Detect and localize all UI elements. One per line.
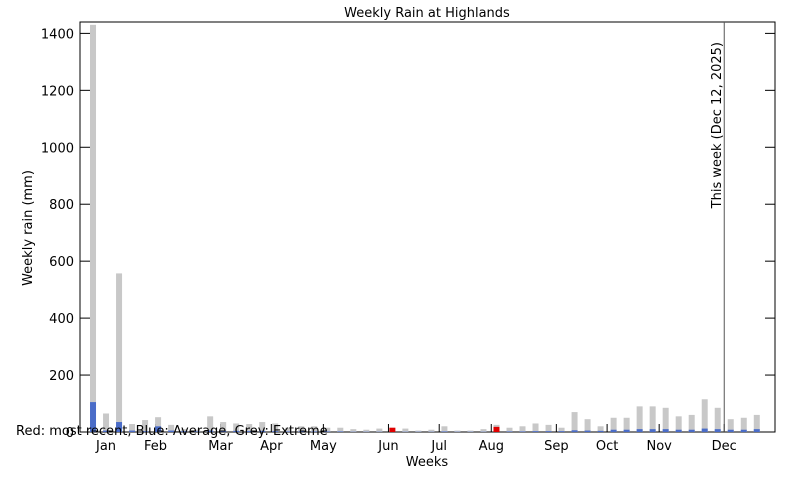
bar [741,430,747,432]
bar [506,431,512,432]
bar [754,429,760,432]
bar [520,431,526,432]
x-tick-label: Mar [208,439,233,454]
bar [441,431,447,432]
y-tick-label: 1400 [41,27,74,42]
x-tick-label: Jan [95,439,116,454]
bar [389,428,395,432]
bar [363,430,369,432]
x-tick-label: Jun [377,439,398,454]
bar [441,426,447,432]
x-tick-label: Dec [712,439,737,454]
bar [533,431,539,432]
bar [428,430,434,432]
bar [689,430,695,432]
bar [90,25,96,432]
bar [689,415,695,432]
x-tick-label: Jul [430,439,447,454]
bar [350,429,356,432]
bar [493,427,499,432]
bar [337,431,343,432]
x-tick-label: Feb [144,439,167,454]
bar [376,429,382,432]
bar [116,273,122,432]
this-week-label: This week (Dec 12, 2025) [710,42,725,209]
legend-note: Red: most recent, Blue: Average, Grey: E… [16,424,328,439]
y-tick-label: 400 [49,312,74,327]
bar [559,431,565,432]
x-axis-label: Weeks [406,455,449,470]
bar [572,430,578,432]
y-tick-label: 800 [49,198,74,213]
y-tick-label: 200 [49,369,74,384]
x-tick-label: Apr [260,439,283,454]
bar [337,428,343,432]
y-axis-label: Weekly rain (mm) [21,170,36,286]
y-tick-label: 1200 [41,84,74,99]
bar [480,429,486,432]
bar [585,419,591,432]
y-tick-label: 1000 [41,141,74,156]
bar [520,426,526,432]
x-tick-label: Nov [646,439,672,454]
x-tick-label: May [310,439,337,454]
bar [402,429,408,432]
bar [572,412,578,432]
bar [702,399,708,432]
bar [715,429,721,432]
x-tick-label: Oct [596,439,618,454]
bar [676,416,682,432]
bar [637,429,643,432]
bar [611,430,617,432]
bar [546,425,552,432]
chart-title: Weekly Rain at Highlands [344,6,510,21]
bar [676,430,682,432]
bar [546,431,552,432]
x-tick-label: Aug [479,439,504,454]
bar [533,423,539,432]
bar [663,429,669,432]
bar [702,429,708,432]
bar [728,430,734,432]
bar [506,428,512,432]
bar [585,431,591,432]
bar [637,406,643,432]
bar [650,406,656,432]
bar [650,429,656,432]
bar [715,408,721,432]
plot-frame [80,22,775,432]
y-tick-label: 600 [49,255,74,270]
x-tick-label: Sep [544,439,569,454]
bar [598,431,604,432]
bar [624,430,630,432]
bar [663,408,669,432]
